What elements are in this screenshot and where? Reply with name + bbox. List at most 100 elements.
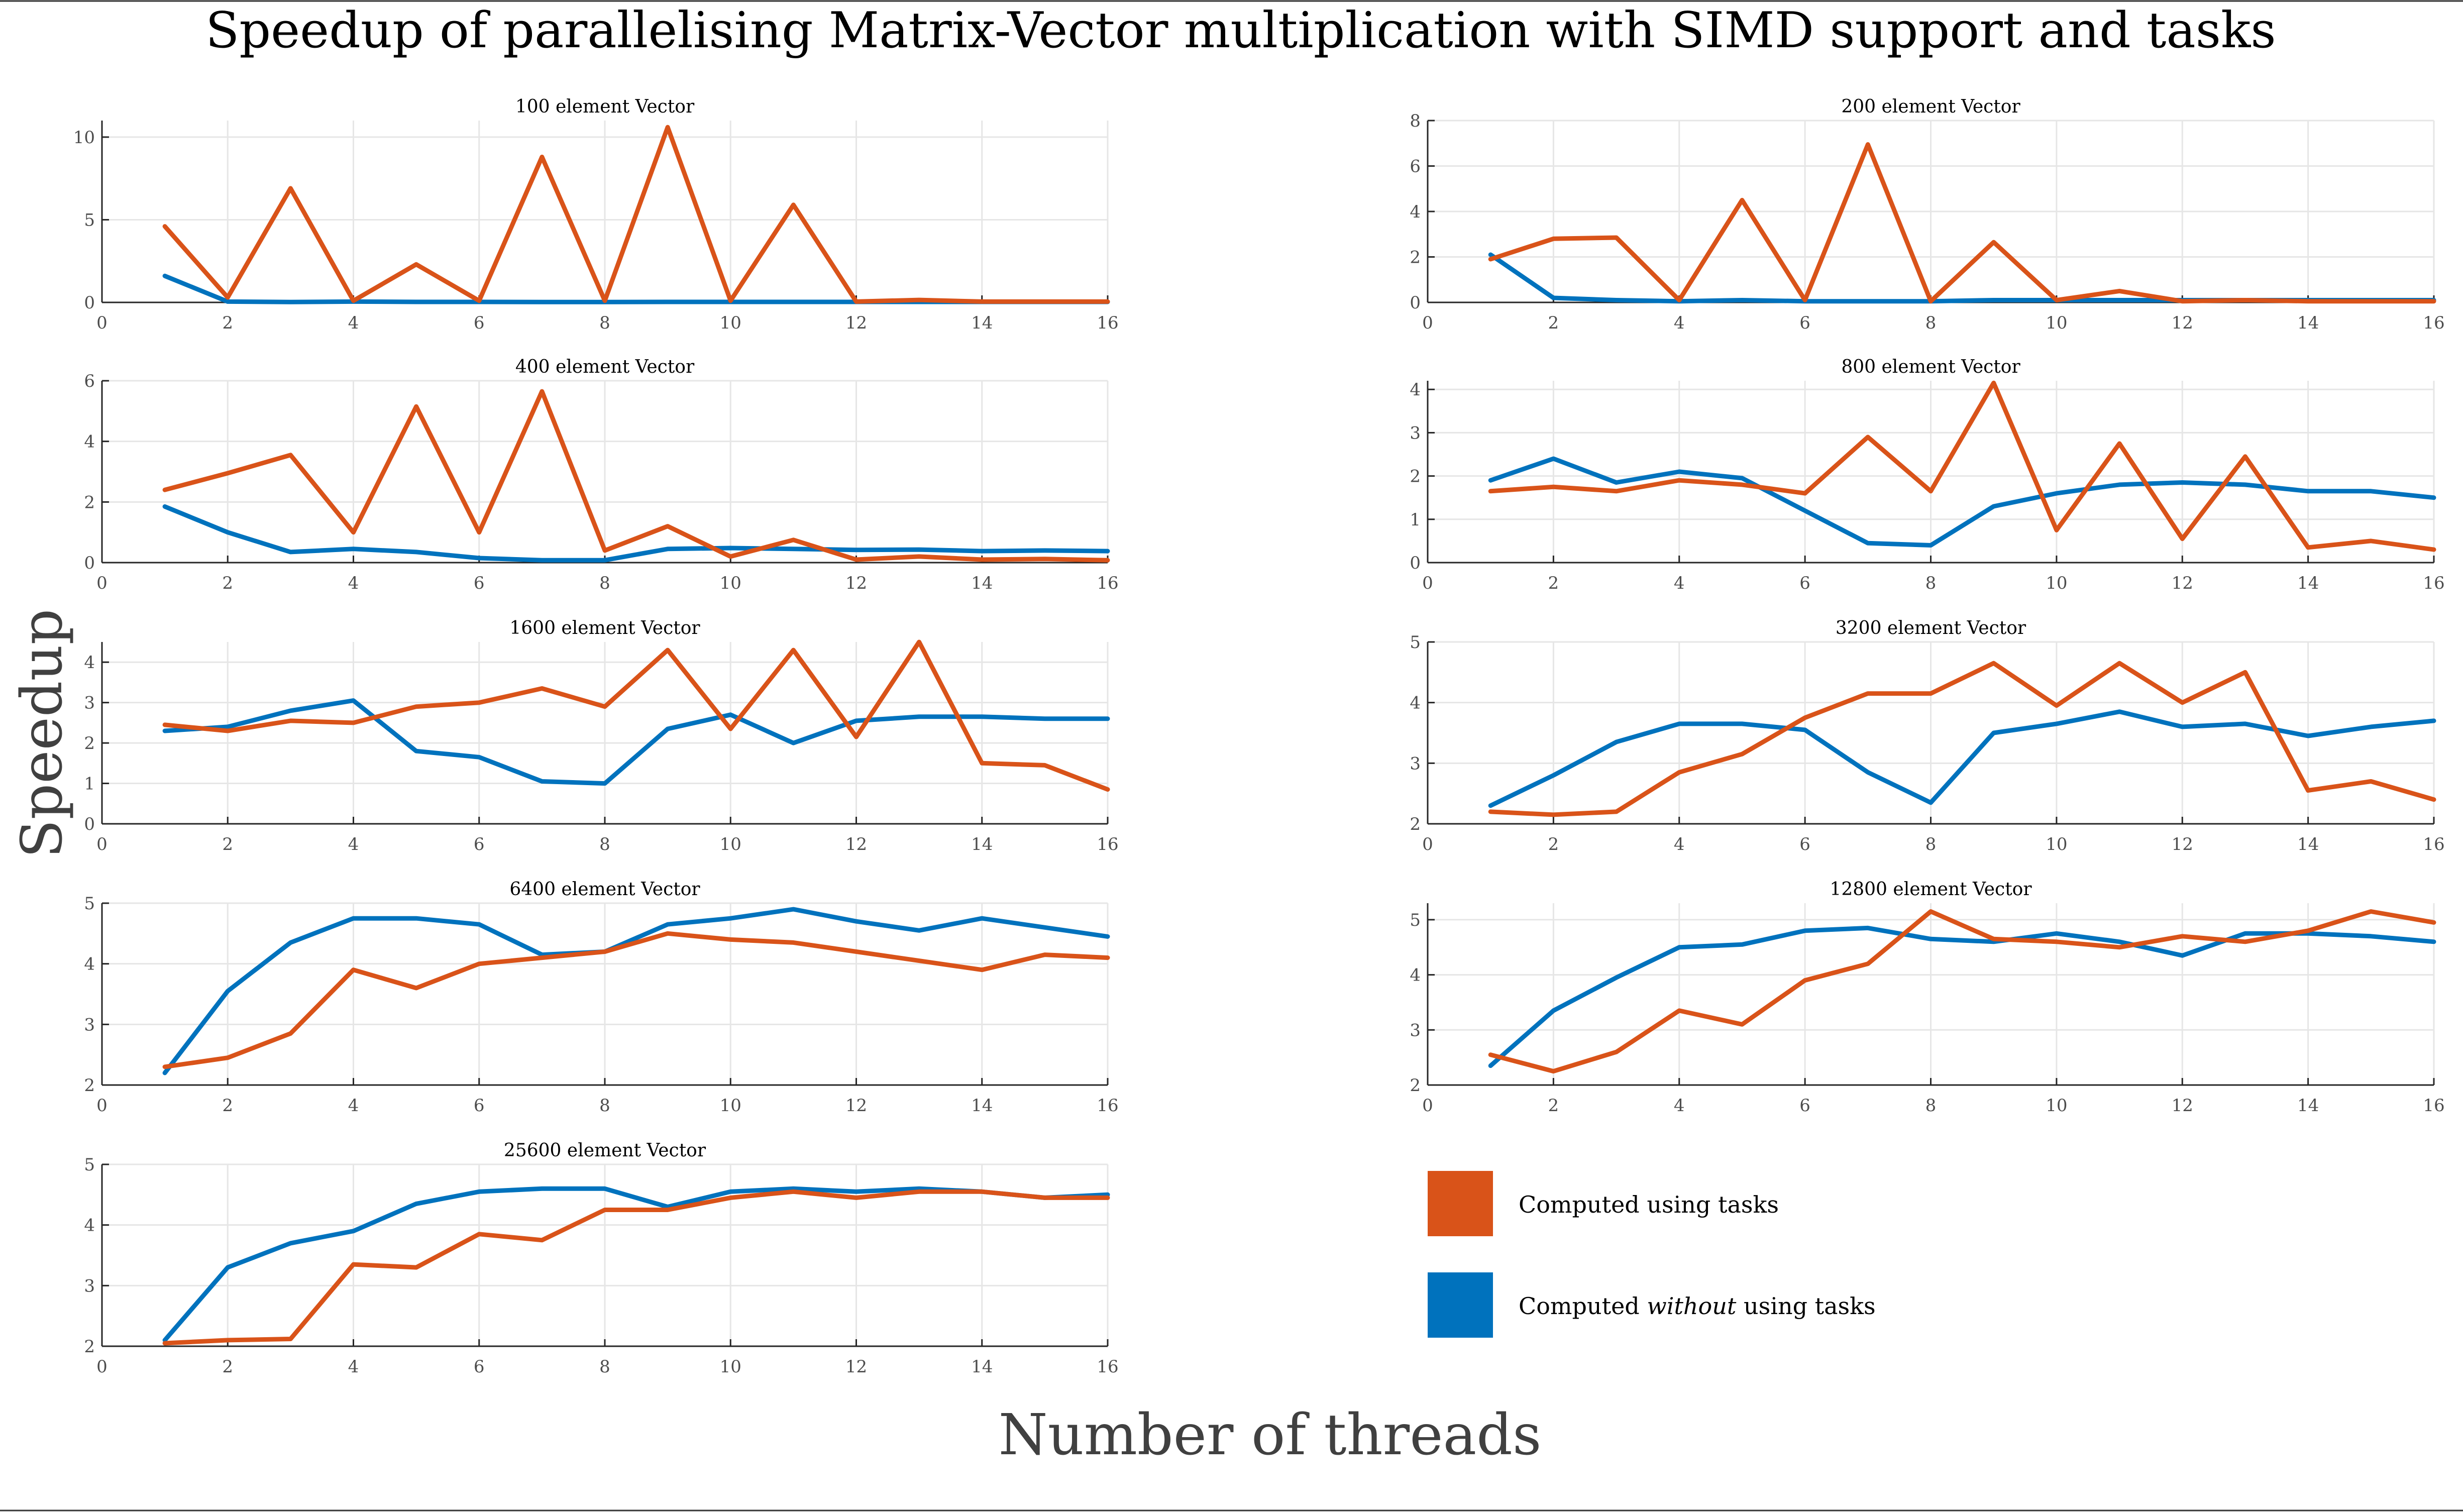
x-tick-label: 14 (2297, 313, 2319, 333)
x-tick-label: 2 (1548, 1096, 1559, 1116)
x-tick-label: 8 (599, 313, 610, 333)
x-tick-label: 0 (1422, 1096, 1433, 1116)
x-tick-label: 4 (1674, 573, 1685, 593)
x-tick-label: 10 (2046, 834, 2067, 854)
series-line-notasks (1488, 456, 2436, 548)
legend: Computed using tasks Computed without us… (1428, 1171, 1876, 1338)
y-tick-label: 2 (84, 1337, 95, 1357)
legend-label-notasks: Computed without using tasks (1519, 1292, 1876, 1320)
x-tick-label: 6 (474, 1357, 485, 1377)
subplot-title: 12800 element Vector (1830, 879, 2032, 900)
x-tick-label: 2 (222, 1357, 233, 1377)
y-tick-label: 4 (1410, 693, 1421, 713)
y-tick-label: 1 (1410, 510, 1421, 530)
series-line-tasks (1488, 909, 2436, 1074)
y-tick-label: 1 (84, 774, 95, 794)
subplot-title: 200 element Vector (1841, 96, 2020, 117)
y-tick-label: 10 (73, 128, 95, 148)
x-tick-label: 14 (2297, 1096, 2319, 1116)
subplot-title: 6400 element Vector (509, 879, 700, 900)
legend-swatch-tasks (1428, 1171, 1493, 1236)
series-line-tasks (162, 639, 1110, 792)
x-tick-label: 8 (599, 573, 610, 593)
y-tick-label: 2 (84, 733, 95, 753)
x-tick-label: 16 (2423, 573, 2444, 593)
x-tick-label: 8 (599, 834, 610, 854)
subplot-title: 25600 element Vector (504, 1140, 706, 1161)
x-tick-label: 2 (1548, 313, 1559, 333)
series-line-notasks (162, 907, 1110, 1075)
x-tick-label: 6 (1799, 573, 1810, 593)
legend-label-tasks: Computed using tasks (1519, 1191, 1779, 1218)
series-line-tasks (162, 931, 1110, 1069)
x-tick-label: 8 (1925, 834, 1937, 854)
series-line-tasks (162, 1189, 1110, 1346)
y-tick-label: 8 (1410, 111, 1421, 131)
x-tick-label: 6 (474, 573, 485, 593)
x-tick-label: 16 (1097, 313, 1118, 333)
x-tick-label: 14 (971, 1357, 993, 1377)
x-tick-label: 4 (1674, 1096, 1685, 1116)
y-tick-label: 0 (84, 293, 95, 313)
series-line-tasks (1488, 142, 2436, 304)
x-tick-label: 0 (1422, 834, 1433, 854)
series-line-notasks (162, 698, 1110, 786)
x-tick-label: 0 (96, 573, 108, 593)
x-tick-label: 0 (96, 313, 108, 333)
subplot-title: 800 element Vector (1841, 357, 2020, 377)
y-tick-label: 3 (1410, 753, 1421, 774)
x-tick-label: 8 (1925, 313, 1937, 333)
x-tick-label: 10 (720, 1096, 741, 1116)
x-tick-label: 10 (2046, 313, 2067, 333)
y-tick-label: 0 (84, 814, 95, 834)
x-tick-label: 8 (599, 1357, 610, 1377)
y-tick-label: 5 (84, 1155, 95, 1175)
x-tick-label: 8 (1925, 573, 1937, 593)
x-tick-label: 4 (1674, 834, 1685, 854)
y-tick-label: 3 (84, 1015, 95, 1035)
y-tick-label: 4 (84, 954, 95, 975)
x-tick-label: 0 (96, 834, 108, 854)
x-tick-label: 12 (845, 1357, 867, 1377)
x-tick-label: 16 (1097, 573, 1118, 593)
x-tick-label: 12 (2172, 1096, 2193, 1116)
series-line-notasks (162, 504, 1110, 563)
series-line-tasks (162, 389, 1110, 563)
y-tick-label: 3 (1410, 423, 1421, 443)
x-tick-label: 14 (971, 834, 993, 854)
x-tick-label: 12 (2172, 834, 2193, 854)
x-tick-label: 6 (474, 1096, 485, 1116)
x-tick-label: 10 (2046, 1096, 2067, 1116)
y-tick-label: 5 (84, 210, 95, 230)
y-tick-label: 2 (1410, 467, 1421, 487)
subplot-2: 0 2 4 6 8 10 12 14 16 0 2 4 6 8 200 element Vector (1410, 96, 2444, 333)
y-tick-label: 6 (1410, 157, 1421, 177)
x-tick-label: 14 (971, 573, 993, 593)
y-tick-label: 4 (1410, 380, 1421, 400)
x-tick-label: 8 (599, 1096, 610, 1116)
x-tick-label: 12 (845, 1096, 867, 1116)
x-tick-label: 6 (1799, 1096, 1810, 1116)
x-tick-label: 8 (1925, 1096, 1937, 1116)
subplot-title: 1600 element Vector (509, 618, 700, 638)
y-tick-label: 4 (1410, 202, 1421, 222)
legend-label-notasks-emphasis: without (1647, 1292, 1737, 1320)
x-tick-label: 16 (2423, 313, 2444, 333)
y-tick-label: 3 (84, 1276, 95, 1296)
y-tick-label: 6 (84, 371, 95, 391)
x-tick-label: 16 (2423, 1096, 2444, 1116)
y-tick-label: 2 (84, 492, 95, 512)
series-line-notasks (1488, 925, 2436, 1068)
x-tick-label: 16 (1097, 834, 1118, 854)
x-tick-label: 4 (348, 834, 359, 854)
x-tick-label: 2 (222, 834, 233, 854)
x-tick-label: 6 (1799, 834, 1810, 854)
x-tick-label: 4 (348, 1357, 359, 1377)
x-tick-label: 4 (348, 573, 359, 593)
x-tick-label: 10 (2046, 573, 2067, 593)
y-tick-label: 3 (1410, 1020, 1421, 1040)
y-axis-label: Speedup (10, 609, 75, 858)
